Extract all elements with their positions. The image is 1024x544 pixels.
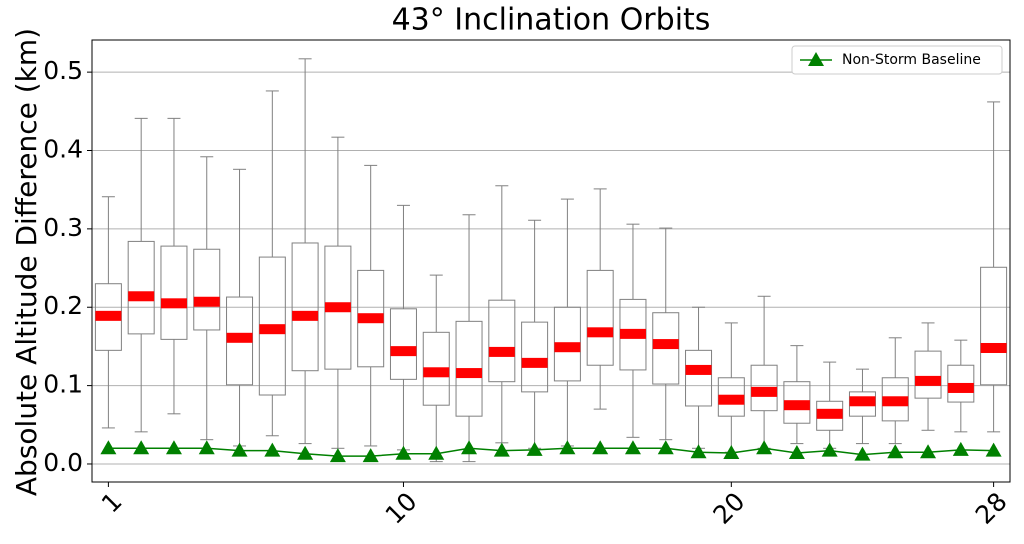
median: [259, 324, 286, 335]
median: [915, 375, 942, 386]
marker: [657, 440, 674, 455]
median: [423, 367, 450, 378]
median: [357, 313, 384, 324]
median: [160, 298, 187, 309]
median: [882, 396, 909, 407]
marker: [133, 440, 150, 455]
marker: [395, 445, 412, 460]
box: [521, 321, 549, 393]
box: [389, 308, 417, 380]
y-tick-label: 0.3: [43, 213, 83, 242]
marker: [231, 442, 248, 457]
x-tick-label: 20: [708, 487, 751, 530]
marker: [985, 442, 1002, 457]
median: [324, 302, 351, 313]
median: [947, 382, 974, 393]
box: [914, 350, 942, 399]
line: [108, 447, 994, 457]
marker: [887, 444, 904, 459]
median: [849, 396, 876, 407]
marker: [493, 442, 510, 457]
median: [521, 357, 548, 368]
y-tick-label: 0.1: [43, 370, 83, 399]
plot-frame: [91, 39, 1011, 483]
median: [554, 342, 581, 353]
median: [685, 364, 712, 375]
marker: [362, 448, 379, 463]
marker: [526, 441, 543, 456]
marker: [756, 440, 773, 455]
x-tick-label: 1: [96, 487, 128, 519]
median: [292, 310, 319, 321]
median: [783, 400, 810, 411]
marker: [559, 440, 576, 455]
marker: [723, 445, 740, 460]
box: [980, 266, 1008, 386]
median: [587, 327, 614, 338]
box: [160, 245, 188, 340]
median: [488, 346, 515, 357]
box: [488, 299, 516, 383]
median: [652, 339, 679, 350]
median: [95, 310, 122, 321]
box: [193, 248, 221, 331]
y-axis-label: Absolute Altitude Difference (km): [10, 28, 43, 496]
y-tick-label: 0.4: [43, 135, 83, 164]
median: [226, 332, 253, 343]
marker: [788, 445, 805, 460]
marker: [592, 440, 609, 455]
median: [751, 386, 778, 397]
median: [456, 368, 483, 379]
marker: [920, 444, 937, 459]
legend-label: Non-Storm Baseline: [842, 52, 981, 68]
marker: [821, 442, 838, 457]
median: [980, 342, 1007, 353]
marker: [624, 440, 641, 455]
median: [193, 296, 220, 307]
marker: [952, 441, 969, 456]
legend-marker: [808, 52, 824, 66]
box: [127, 240, 155, 335]
y-tick-label: 0.2: [43, 291, 83, 320]
x-tick-label: 28: [970, 487, 1013, 530]
marker: [329, 448, 346, 463]
box: [586, 269, 614, 366]
marker: [165, 440, 182, 455]
median: [718, 394, 745, 405]
median: [619, 328, 646, 339]
median: [128, 291, 155, 302]
marker: [100, 440, 117, 455]
chart-title: 43° Inclination Orbits: [392, 3, 711, 38]
median: [390, 346, 417, 357]
x-tick-label: 10: [380, 487, 423, 530]
median: [816, 408, 843, 419]
box: [685, 349, 713, 407]
marker: [854, 446, 871, 461]
box: [291, 242, 319, 372]
marker: [297, 445, 314, 460]
y-tick-label: 0.5: [43, 56, 83, 85]
y-tick-label: 0.0: [43, 448, 83, 477]
marker: [428, 445, 445, 460]
marker: [690, 444, 707, 459]
marker: [198, 440, 215, 455]
legend-box: [791, 45, 1003, 75]
marker: [461, 440, 478, 455]
marker: [264, 442, 281, 457]
